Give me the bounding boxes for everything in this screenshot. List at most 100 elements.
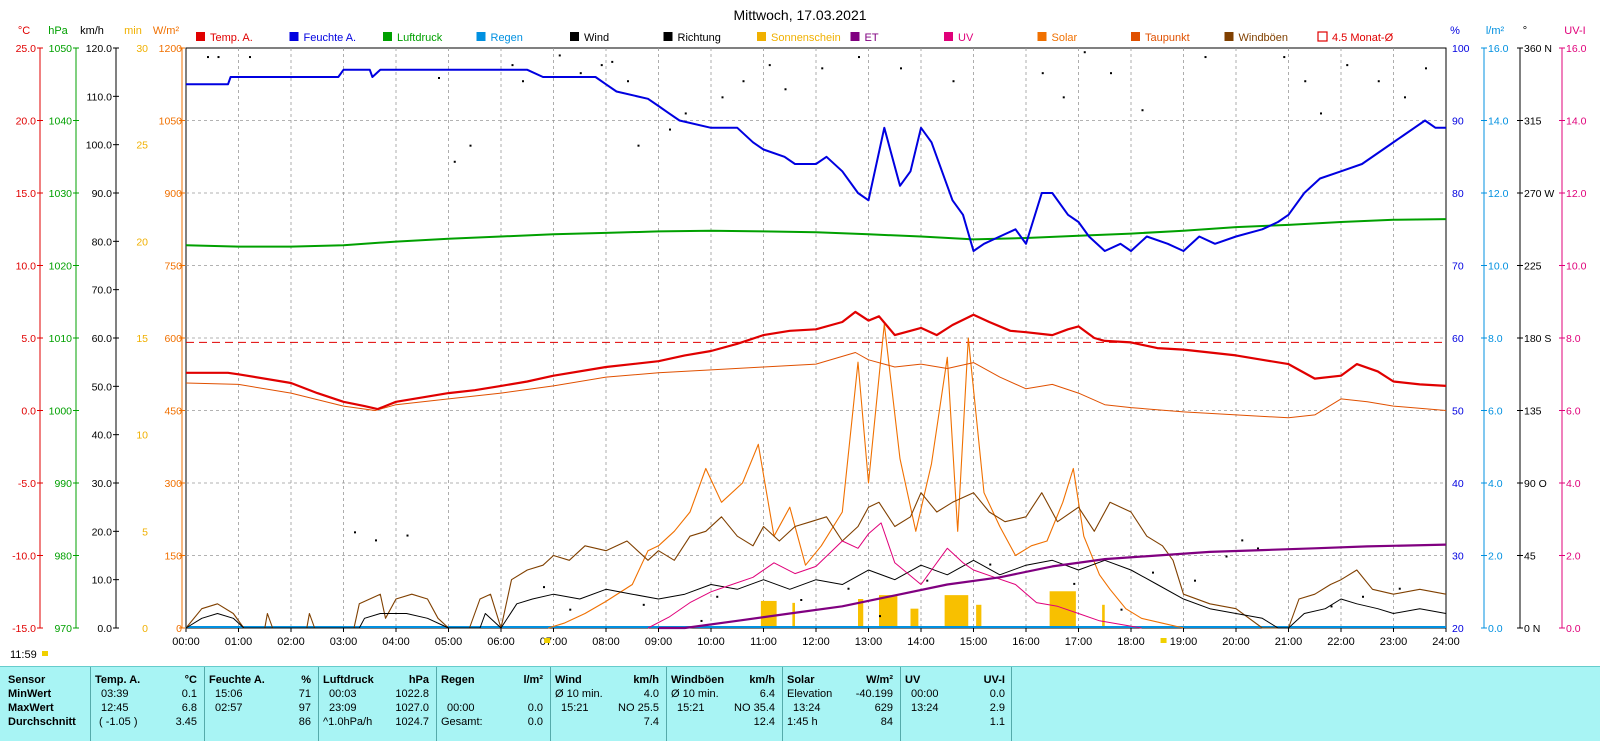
axis-tick-label: 20	[1452, 623, 1464, 635]
direction-dot	[1152, 571, 1154, 574]
axis-tick-label: 8.0	[1488, 333, 1503, 345]
time-tick-label: 01:00	[225, 636, 253, 648]
axis-tick-label: 50	[1452, 406, 1464, 418]
axis-tick-label: 1000	[49, 406, 73, 418]
min-value: 1022.8	[395, 688, 429, 700]
direction-dot	[1141, 109, 1144, 112]
axis-tick-label: 5	[142, 526, 148, 538]
max-value: 629	[874, 702, 893, 714]
direction-dot	[1320, 112, 1322, 115]
series-line-wind	[185, 559, 1447, 629]
axis-tick-label: 100.0	[86, 140, 112, 152]
axis-tick-label: 300	[164, 478, 182, 490]
min-time: 03:39	[101, 688, 129, 700]
min-value: 0.1	[181, 688, 197, 700]
sunshine-bar	[760, 600, 777, 628]
direction-dot	[1241, 539, 1244, 542]
legend-swatch	[196, 32, 205, 41]
axis-tick-label: 1020	[49, 261, 73, 273]
time-tick-label: 15:00	[960, 636, 988, 648]
summary-unit: %	[301, 674, 311, 686]
sunshine-bar	[1049, 591, 1076, 628]
min-time: 00:03	[329, 688, 357, 700]
direction-dot	[569, 608, 572, 611]
axis-tick-label: 30	[136, 43, 148, 55]
max-value: NO 25.5	[618, 702, 659, 714]
direction-dot	[684, 112, 687, 115]
legend-label: Windböen	[1239, 32, 1289, 44]
axis-tick-label: 1010	[49, 333, 73, 345]
min-value: 0.0	[989, 688, 1005, 700]
summary-header: Temp. A.	[95, 674, 141, 686]
direction-dot	[1062, 96, 1065, 99]
time-tick-label: 03:00	[330, 636, 358, 648]
summary-row-label: MinWert	[8, 688, 52, 700]
summary-labels-col: Sensor MinWert MaxWert Durchschnitt	[0, 667, 88, 741]
time-tick-label: 18:00	[1117, 636, 1145, 648]
max-value: 6.8	[181, 702, 197, 714]
axis-tick-label: 4.0	[1488, 478, 1503, 490]
summary-header: Regen	[441, 674, 475, 686]
max-time: 12:45	[101, 702, 129, 714]
axis-tick-label: 8.0	[1566, 333, 1581, 345]
legend-swatch	[1037, 32, 1047, 41]
chart-legend: Temp. A. Feuchte A. Luftdruck Regen Wind Rich…	[196, 31, 1394, 44]
avg-value: 12.4	[753, 716, 775, 728]
summary-unit: hPa	[408, 674, 429, 686]
axis-tick-label: 20.0	[16, 116, 37, 128]
axis-tick-label: 6.0	[1566, 406, 1581, 418]
direction-dot	[600, 64, 603, 67]
axis-tick-label: 315	[1524, 116, 1542, 128]
max-value: 1027.0	[395, 702, 429, 714]
axis-tick-label: 225	[1524, 261, 1542, 273]
max-time: 15:21	[677, 702, 705, 714]
axis-tick-label: 990	[54, 478, 72, 490]
direction-dot	[742, 80, 745, 83]
time-tick-label: 22:00	[1327, 636, 1355, 648]
series-line-windb-en	[185, 492, 1447, 629]
direction-dot	[637, 144, 640, 147]
axis-unit-label: °	[1523, 25, 1527, 37]
axis-tick-label: 100	[1452, 43, 1470, 55]
max-value: 97	[298, 702, 311, 714]
avg-note: ( -1.05 )	[99, 716, 138, 728]
axis-tick-label: 0	[142, 623, 148, 635]
legend-swatch	[850, 32, 860, 41]
direction-dot	[207, 56, 209, 59]
summary-unit: UV-I	[983, 674, 1005, 686]
min-value: 6.4	[759, 688, 775, 700]
axis-tick-label: 5.0	[21, 333, 36, 345]
avg-value: 7.4	[643, 716, 659, 728]
axis-unit-label: hPa	[48, 25, 68, 37]
axis-tick-label: 600	[164, 333, 182, 345]
time-tick-label: 05:00	[435, 636, 463, 648]
time-tick-label: 17:00	[1065, 636, 1093, 648]
direction-dot	[453, 160, 456, 163]
direction-dot	[900, 67, 902, 70]
summary-header: Luftdruck	[323, 674, 374, 686]
axis-unit-label: min	[124, 25, 142, 37]
time-tick-label: 00:00	[172, 636, 200, 648]
direction-dot	[511, 64, 514, 67]
legend-swatch	[1131, 32, 1140, 41]
legend-label: 4.5 Monat-Ø	[1332, 32, 1394, 44]
time-tick-label: 20:00	[1222, 636, 1250, 648]
time-tick-label: 16:00	[1012, 636, 1040, 648]
direction-dot	[1041, 72, 1044, 75]
axis-tick-label: 15.0	[16, 188, 37, 200]
avg-note: 1:45 h	[787, 716, 818, 728]
axis-tick-label: 70.0	[92, 285, 113, 297]
time-tick-label: 06:00	[487, 636, 515, 648]
axis-tick-label: 980	[54, 551, 72, 563]
sunshine-bars	[760, 591, 1105, 628]
time-tick-label: 24:00	[1432, 636, 1460, 648]
legend-label: Luftdruck	[397, 32, 443, 44]
min-label: Ø 10 min.	[555, 688, 603, 700]
legend-label: Wind	[584, 32, 609, 44]
axis-tick-label: 60	[1452, 333, 1464, 345]
time-marker-icon	[42, 651, 48, 656]
direction-dot	[469, 144, 472, 147]
max-time: 13:24	[911, 702, 939, 714]
legend-swatch	[944, 32, 953, 41]
legend-swatch	[570, 32, 579, 41]
